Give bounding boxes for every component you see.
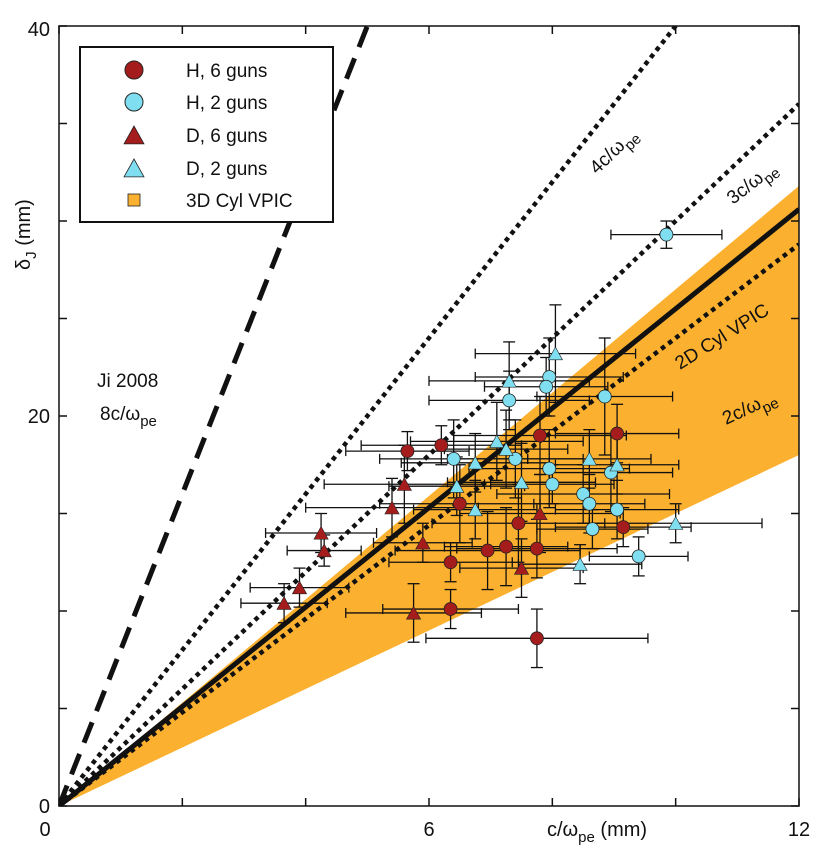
point-d-6-guns-0: [396, 477, 412, 491]
line-2c-pe: [59, 242, 799, 806]
point-h-2-guns-5: [446, 451, 461, 466]
point-d-2-guns-3: [498, 442, 514, 456]
point-d-2-guns-10: [668, 516, 684, 530]
point-d-2-guns-4: [467, 455, 483, 470]
tick-layer: [58, 25, 800, 807]
point-h-2-guns-12: [610, 502, 624, 517]
four-c-label: 4c/ωpe: [586, 124, 645, 182]
x-axis-label-sub: pe: [578, 829, 595, 846]
two-c-sub: pe: [759, 395, 781, 417]
point-d-2-guns-6: [609, 457, 625, 472]
x-tick-labels: 0 6 12: [39, 819, 810, 841]
x-axis-label-unit: (mm): [595, 819, 647, 841]
point-h-2-guns-11: [582, 496, 597, 511]
legend: H, 6 guns H, 2 guns D, 6 guns D, 2 guns …: [79, 46, 334, 223]
legend-label-3d-vpic: 3D Cyl VPIC: [186, 191, 293, 212]
point-d-2-guns-1: [501, 373, 517, 388]
legend-box: [79, 46, 334, 223]
line-4c-pe: [59, 26, 679, 806]
y-tick-label-0: 0: [39, 796, 50, 818]
point-h-6-guns-1: [434, 438, 449, 453]
legend-marker-d-6-guns: [123, 125, 145, 145]
point-h-6-guns-9: [499, 539, 513, 554]
point-h-2-guns-14: [631, 549, 646, 564]
point-d-6-guns-9: [405, 605, 422, 620]
point-d-6-guns-3: [415, 535, 431, 550]
y-axis-label-main: δ: [13, 259, 35, 270]
point-d-2-guns-2: [489, 434, 505, 448]
x-tick-label-12: 12: [788, 819, 810, 841]
point-h-2-guns-4: [597, 389, 612, 404]
point-d-2-guns-9: [467, 502, 483, 517]
x-tick-label-6: 6: [423, 819, 434, 841]
x-axis-label-main: c/ω: [547, 819, 578, 841]
three-c-sub: pe: [760, 164, 784, 188]
y-tick-labels: 0 20 40: [28, 19, 50, 818]
point-d-6-guns-4: [316, 543, 332, 558]
legend-label-h6: H, 6 guns: [186, 61, 267, 82]
point-h-6-guns-12: [530, 631, 544, 646]
legend-label-d2: D, 2 guns: [186, 159, 267, 180]
point-d-2-guns-0: [547, 346, 564, 361]
point-d-2-guns-11: [572, 557, 588, 571]
marker-layer: [276, 227, 684, 646]
point-d-6-guns-1: [384, 500, 400, 515]
ji-8c-main: 8c/ω: [100, 404, 140, 425]
point-d-6-guns-7: [532, 506, 548, 521]
point-h-6-guns-11: [443, 602, 458, 616]
point-h-2-guns-13: [585, 522, 600, 536]
point-h-6-guns-10: [530, 541, 544, 556]
ji-8c-sub: pe: [140, 413, 157, 430]
point-d-6-guns-2: [313, 525, 329, 540]
ji-2008-label: Ji 2008: [97, 371, 158, 392]
point-h-2-guns-7: [542, 461, 557, 476]
point-d-6-guns-5: [291, 580, 308, 595]
point-h-2-guns-0: [659, 227, 674, 242]
point-h-2-guns-9: [545, 477, 560, 492]
x-axis-label: c/ωpe (mm): [547, 819, 647, 846]
legend-marker-d-2-guns: [123, 158, 145, 178]
legend-label-h2: H, 2 guns: [186, 93, 267, 114]
legend-label-d6: D, 6 guns: [186, 126, 267, 147]
legend-marker-3d-cyl-vpic: [127, 193, 141, 207]
y-tick-label-20: 20: [28, 406, 50, 428]
point-h-6-guns-7: [443, 555, 458, 570]
point-d-6-guns-6: [276, 596, 292, 610]
point-h-2-guns-10: [576, 487, 591, 501]
point-h-6-guns-4: [452, 496, 467, 511]
point-h-6-guns-8: [480, 543, 495, 558]
point-d-6-guns-8: [513, 560, 530, 575]
point-h-6-guns-6: [616, 520, 631, 535]
point-h-6-guns-0: [400, 444, 415, 459]
line-3c-pe: [59, 102, 799, 806]
legend-markers: [123, 60, 145, 207]
legend-marker-h-6-guns: [124, 60, 144, 80]
point-d-2-guns-7: [449, 479, 465, 493]
y-tick-label-40: 40: [28, 19, 50, 41]
point-d-2-guns-5: [581, 451, 597, 466]
y-axis-label-unit: (mm): [13, 199, 35, 251]
legend-marker-h-2-guns: [124, 92, 144, 112]
point-h-2-guns-3: [502, 393, 517, 408]
y-axis-label-sub: J: [23, 251, 40, 259]
point-h-2-guns-2: [539, 379, 554, 394]
point-h-6-guns-5: [511, 516, 526, 531]
x-tick-label-0: 0: [39, 819, 50, 841]
ji-8c-label: 8c/ωpe: [100, 404, 157, 430]
point-d-2-guns-8: [513, 475, 530, 489]
point-h-6-guns-2: [533, 428, 547, 443]
point-h-6-guns-3: [610, 426, 624, 441]
band-3d-cyl-vpic: [59, 185, 799, 806]
y-axis-label: δJ (mm): [13, 199, 40, 270]
band-layer: [59, 185, 799, 806]
